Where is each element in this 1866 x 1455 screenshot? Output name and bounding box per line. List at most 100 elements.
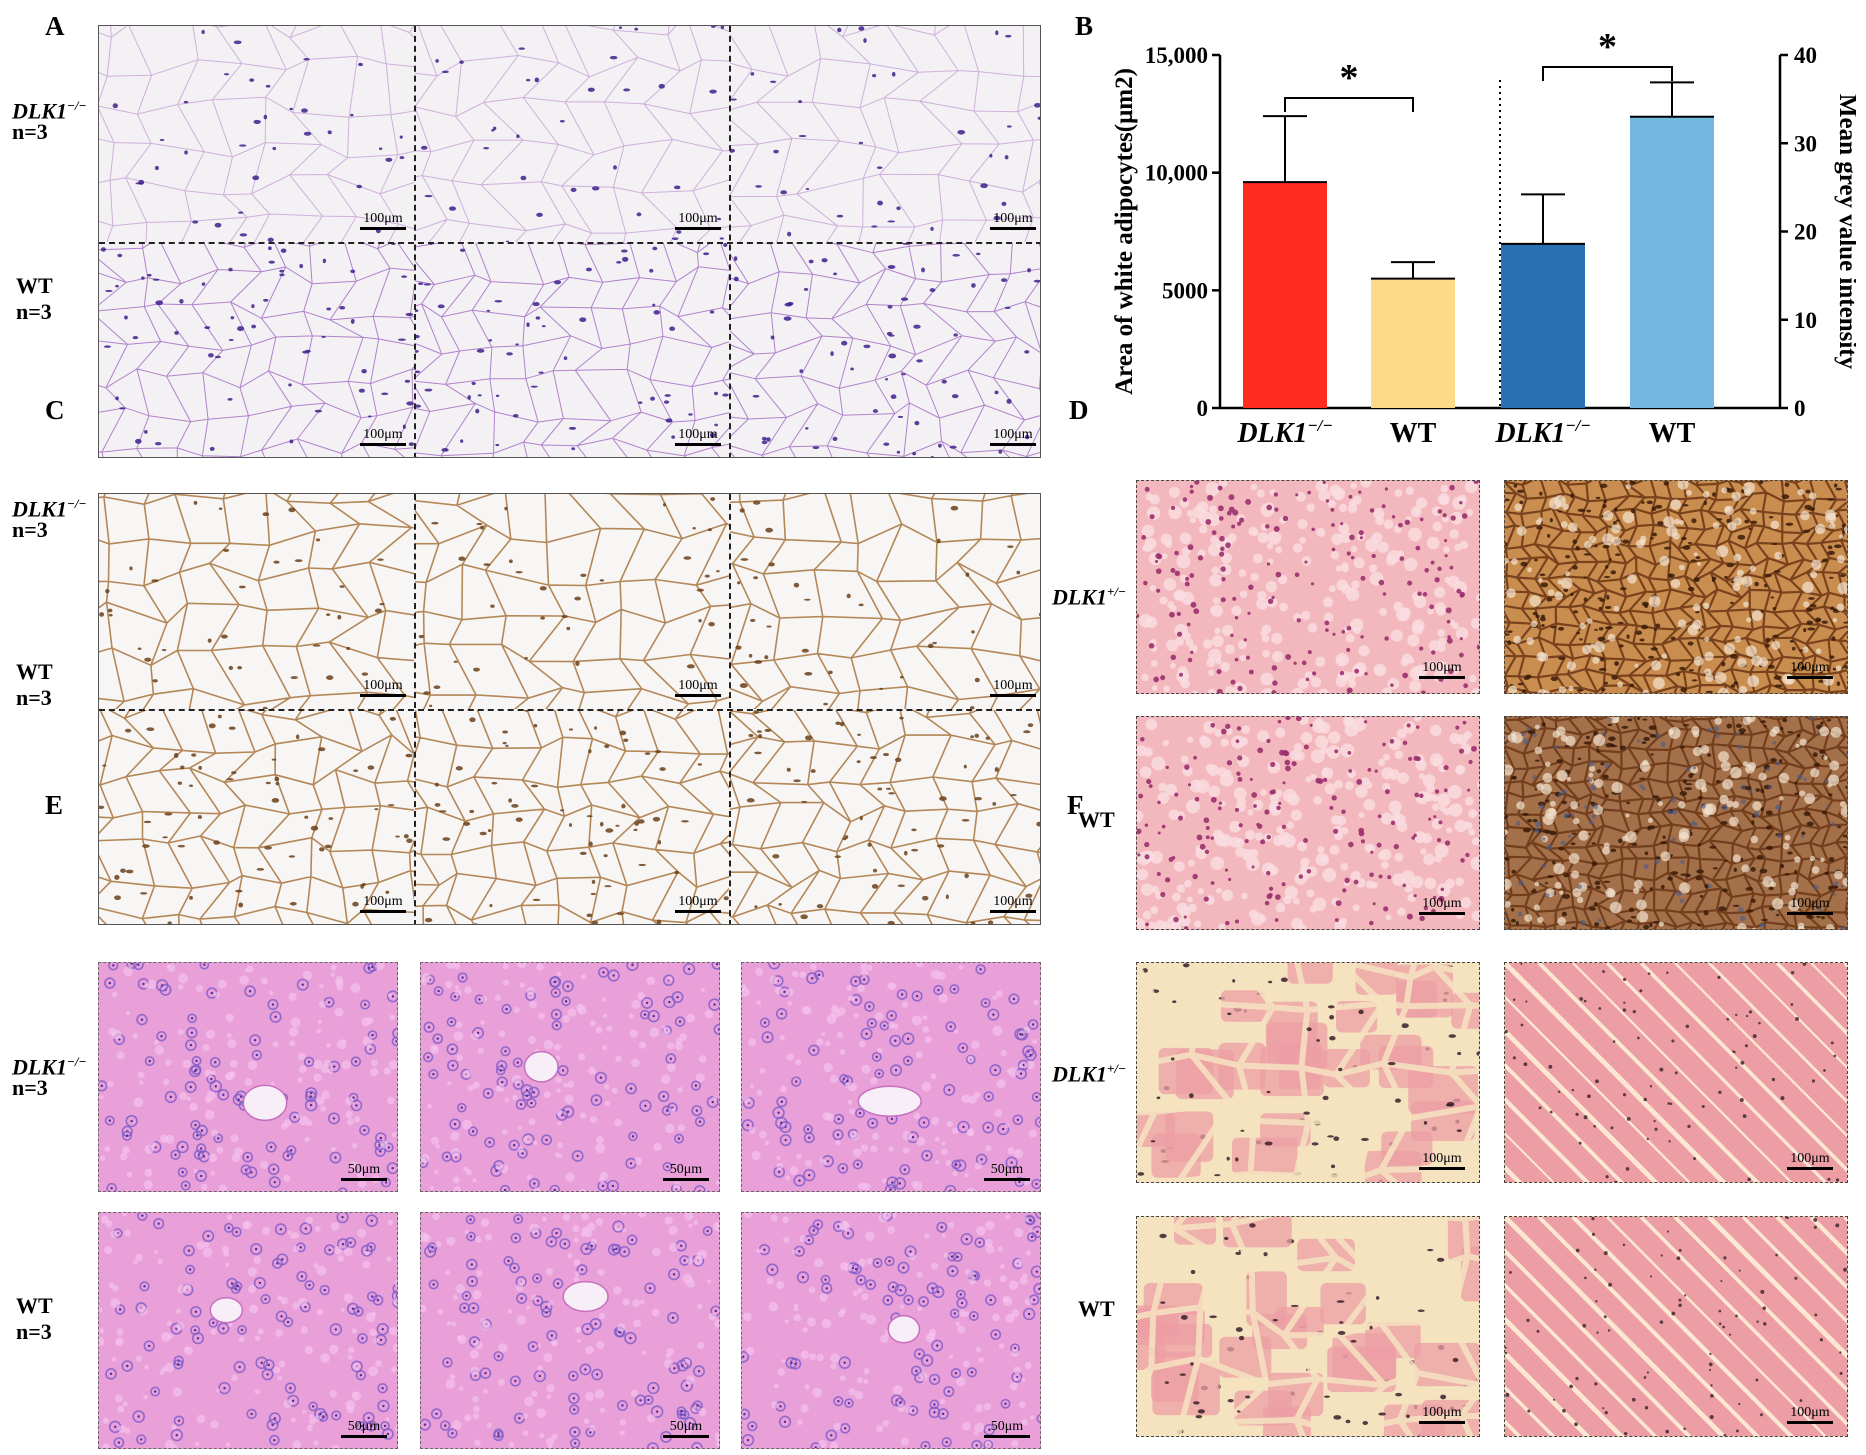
bar — [1371, 278, 1455, 408]
scale-bar: 50μm — [663, 1163, 709, 1181]
micrograph-tile: 100μm — [99, 26, 414, 242]
micrograph-tile: 50μm — [420, 1212, 720, 1449]
micrograph-tile: 50μm — [98, 962, 398, 1192]
micrograph-tile: 100μm — [99, 710, 414, 924]
micrograph-tile: 50μm — [98, 1212, 398, 1449]
panel-b-bar-chart: 0 5000 10,000 15,000 0 10 20 30 40 Area of white … — [1111, 30, 1856, 449]
micrograph-tile: 100μm — [415, 243, 729, 457]
panel-label-f: F — [1067, 790, 1084, 820]
scale-bar: 50μm — [984, 1163, 1030, 1181]
panel-e-liver-he: 50μm 50μm 50μm 50μm 50μm 50μm — [98, 962, 1041, 1449]
micrograph-tile: 100μm — [1136, 962, 1480, 1183]
row-label-d-wt: WT — [1078, 807, 1115, 832]
scale-bar: 100μm — [990, 679, 1036, 697]
scale-bar: 100μm — [675, 679, 721, 697]
scale-bar: 100μm — [1787, 1406, 1833, 1424]
micrograph-tile: 100μm — [1504, 480, 1848, 694]
divider — [414, 26, 416, 457]
scale-bar: 100μm — [990, 895, 1036, 913]
scale-bar: 50μm — [341, 1420, 387, 1438]
x-tick-label: DLK1−/− — [1236, 416, 1332, 449]
row-label-c-ko: DLK1−/− — [12, 496, 87, 522]
panel-label-c: C — [45, 395, 65, 425]
significance-star: * — [1598, 30, 1617, 68]
micrograph-tile: 100μm — [730, 494, 1040, 709]
micrograph-tile: 100μm — [1136, 716, 1480, 930]
row-label-d-het: DLK1+/− — [1052, 584, 1126, 610]
micrograph-tile: 100μm — [1136, 1216, 1480, 1437]
x-tick-label: DLK1−/− — [1494, 416, 1590, 449]
panel-d-grid: 100μm 100μm 100μm 100μm — [1136, 480, 1848, 930]
y-tick-label: 5000 — [1162, 278, 1208, 303]
micrograph-tile: 100μm — [1504, 716, 1848, 930]
micrograph-tile: 100μm — [1504, 1216, 1848, 1437]
scale-bar: 100μm — [1787, 1152, 1833, 1170]
row-label-a-ko: DLK1−/− — [12, 98, 87, 124]
scale-bar: 50μm — [341, 1163, 387, 1181]
y2-axis-label: Mean grey value intensity — [1834, 94, 1856, 370]
row-label-f-het: DLK1+/− — [1052, 1061, 1126, 1087]
y-tick-label: 15,000 — [1145, 43, 1208, 68]
scale-bar: 100μm — [675, 895, 721, 913]
scale-bar: 100μm — [1419, 897, 1465, 915]
y2-tick-label: 10 — [1794, 308, 1817, 333]
scale-bar: 100μm — [360, 212, 406, 230]
y-tick-label: 0 — [1197, 396, 1209, 421]
micrograph-tile: 50μm — [420, 962, 720, 1192]
micrograph-tile: 100μm — [730, 26, 1040, 242]
row-label-e-wt: WT — [16, 1293, 53, 1318]
row-label-a-wt: WT — [16, 273, 53, 298]
significance-bracket — [1284, 97, 1414, 112]
divider — [99, 242, 1040, 244]
panel-f-muscle: 100μm 100μm 100μm 100μm — [1136, 962, 1848, 1446]
y2-tick-label: 40 — [1794, 43, 1817, 68]
micrograph-tile: 100μm — [415, 26, 729, 242]
scale-bar: 100μm — [990, 212, 1036, 230]
x-tick-label: WT — [1390, 418, 1437, 449]
row-label-e-ko: DLK1−/− — [12, 1054, 87, 1080]
micrograph-tile: 100μm — [1136, 480, 1480, 694]
micrograph-tile: 100μm — [415, 710, 729, 924]
panel-label-e: E — [45, 790, 64, 820]
scale-bar: 100μm — [360, 428, 406, 446]
scale-bar: 100μm — [1787, 897, 1833, 915]
scale-bar: 100μm — [360, 895, 406, 913]
scale-bar: 100μm — [1787, 661, 1833, 679]
row-label-f-wt: WT — [1078, 1296, 1115, 1321]
micrograph-tile: 100μm — [99, 494, 414, 709]
divider — [99, 709, 1040, 711]
panel-label-b: B — [1075, 11, 1094, 41]
panel-a-adipose-he: 100μm 100μm 100μm 100μm 100μm 100μm — [98, 25, 1041, 458]
scale-bar: 100μm — [990, 428, 1036, 446]
panel-label-a: A — [45, 11, 65, 41]
micrograph-tile: 50μm — [741, 1212, 1041, 1449]
n-label-e-ko: n=3 — [12, 1075, 48, 1100]
y-axis-label: Area of white adipocytes(μm2) — [1111, 68, 1138, 395]
scale-bar: 100μm — [675, 428, 721, 446]
divider — [729, 26, 731, 457]
bar — [1501, 243, 1585, 408]
micrograph-tile: 100μm — [99, 243, 414, 457]
bar — [1243, 182, 1327, 408]
panel-c-adipose-ihc: 100μm 100μm 100μm 100μm 100μm 100μm — [98, 493, 1041, 925]
scale-bar: 50μm — [663, 1420, 709, 1438]
n-label-a-ko: n=3 — [12, 119, 48, 144]
y2-tick-label: 0 — [1794, 396, 1806, 421]
scale-bar: 50μm — [984, 1420, 1030, 1438]
micrograph-tile: 100μm — [415, 494, 729, 709]
bar — [1630, 116, 1714, 409]
micrograph-tile: 100μm — [1504, 962, 1848, 1183]
scale-bar: 100μm — [360, 679, 406, 697]
n-label-c-wt: n=3 — [16, 685, 52, 710]
scale-bar: 100μm — [1419, 661, 1465, 679]
y2-tick-label: 20 — [1794, 220, 1817, 245]
scale-bar: 100μm — [1419, 1152, 1465, 1170]
n-label-c-ko: n=3 — [12, 517, 48, 542]
significance-bracket — [1542, 66, 1673, 81]
n-label-a-wt: n=3 — [16, 299, 52, 324]
x-tick-label: WT — [1649, 418, 1696, 449]
row-label-c-wt: WT — [16, 659, 53, 684]
n-label-e-wt: n=3 — [16, 1319, 52, 1344]
y-tick-label: 10,000 — [1145, 161, 1208, 186]
significance-star: * — [1340, 57, 1359, 99]
